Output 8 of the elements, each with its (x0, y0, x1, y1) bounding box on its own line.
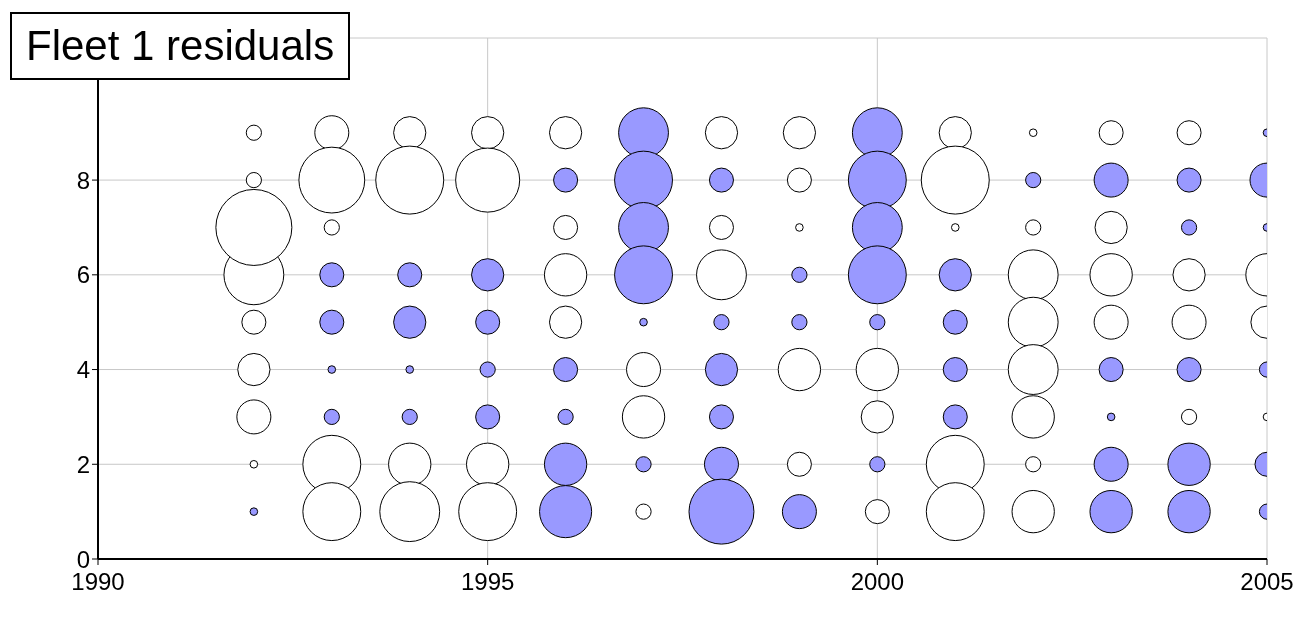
x-tick-label: 2000 (850, 568, 905, 596)
y-tick-label: 4 (76, 356, 90, 384)
y-tick-label: 8 (76, 166, 90, 194)
y-tick-label: 2 (76, 450, 90, 478)
x-tick-label: 2005 (1240, 568, 1294, 596)
chart-title: Fleet 1 residuals (10, 12, 351, 80)
y-tick-label: 6 (76, 261, 90, 289)
x-tick-label: 1995 (460, 568, 515, 596)
